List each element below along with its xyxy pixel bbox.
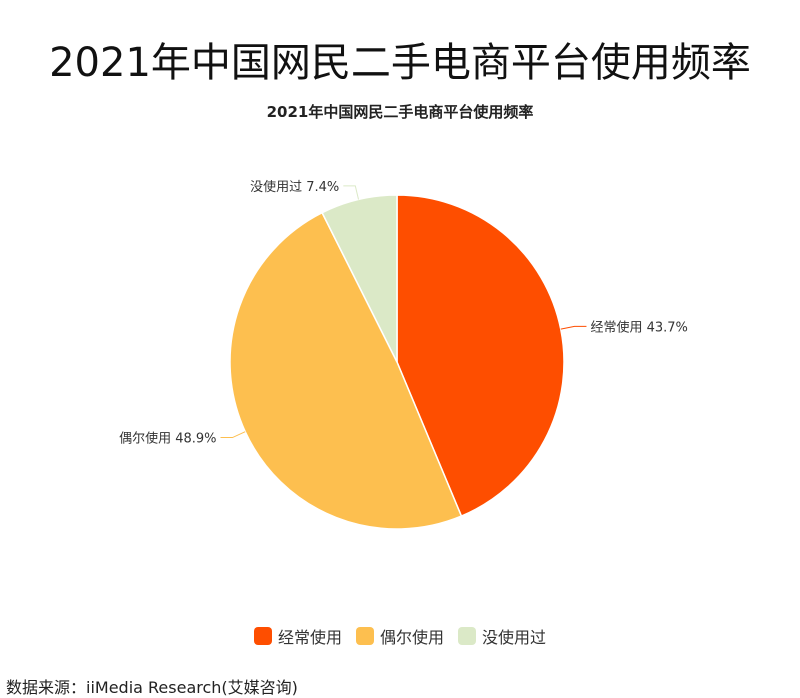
slice-label-never: 没使用过 7.4% bbox=[250, 179, 339, 195]
legend-label: 偶尔使用 bbox=[379, 628, 444, 647]
data-source-note: 数据来源：iiMedia Research(艾媒咨询) bbox=[6, 678, 298, 697]
legend-item-never[interactable]: 没使用过 bbox=[458, 624, 546, 648]
legend-swatch bbox=[355, 627, 374, 645]
leader-line-frequent bbox=[560, 325, 587, 330]
slice-label-frequent: 经常使用 43.7% bbox=[590, 319, 687, 335]
legend-item-occasional[interactable]: 偶尔使用 bbox=[355, 624, 444, 648]
pie-slice-frequent[interactable] bbox=[396, 194, 565, 518]
legend-label: 经常使用 bbox=[277, 628, 342, 647]
slice-label-occasional: 偶尔使用 48.9% bbox=[119, 431, 216, 447]
legend-swatch bbox=[458, 627, 476, 645]
legend-item-frequent[interactable]: 经常使用 bbox=[253, 624, 342, 648]
leader-line-never bbox=[343, 185, 360, 200]
legend-label: 没使用过 bbox=[482, 628, 547, 647]
legend-swatch bbox=[253, 627, 272, 645]
leader-line-occasional bbox=[220, 431, 246, 439]
main-title: 2021年中国网民二手电商平台使用频率 bbox=[49, 40, 751, 86]
pie-chart: 经常使用 43.7% 偶尔使用 48.9% 没使用过 7.4% bbox=[119, 179, 688, 530]
chart-title: 2021年中国网民二手电商平台使用频率 bbox=[266, 103, 534, 121]
legend: 经常使用 偶尔使用 没使用过 bbox=[0, 624, 800, 648]
